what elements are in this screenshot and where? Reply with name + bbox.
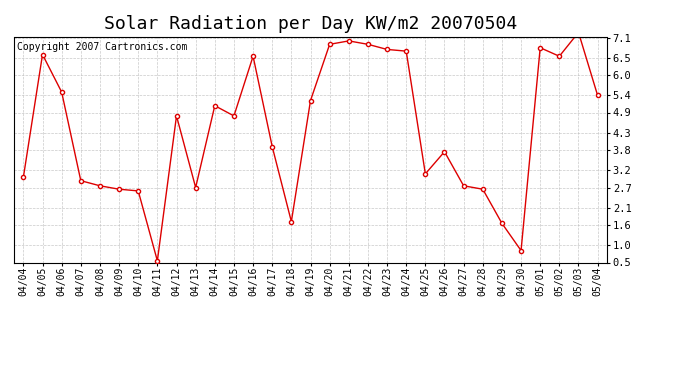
Text: Copyright 2007 Cartronics.com: Copyright 2007 Cartronics.com [17, 42, 187, 52]
Title: Solar Radiation per Day KW/m2 20070504: Solar Radiation per Day KW/m2 20070504 [104, 15, 517, 33]
